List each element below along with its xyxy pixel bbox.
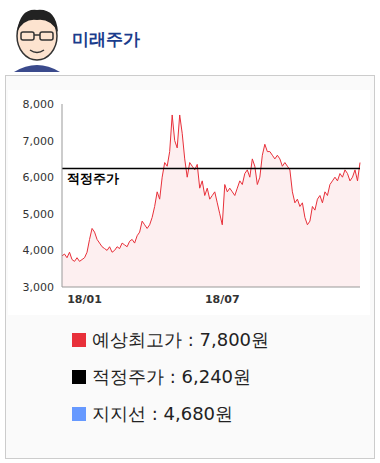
- svg-text:18/01: 18/01: [67, 293, 102, 306]
- svg-text:18/07: 18/07: [205, 293, 240, 306]
- svg-text:5,000: 5,000: [23, 208, 55, 221]
- svg-text:8,000: 8,000: [23, 98, 55, 111]
- svg-text:4,000: 4,000: [23, 244, 55, 257]
- html-text:예상최고가 : 7,800원: 예상최고가 : 7,800원: [92, 329, 269, 350]
- svg-text:3,000: 3,000: [23, 281, 55, 294]
- html-text:적정주가 : 6,240원: 적정주가 : 6,240원: [92, 366, 251, 387]
- svg-text:적정주가: 적정주가: [67, 171, 119, 186]
- svg-text:7,000: 7,000: [23, 135, 55, 148]
- svg-text:6,000: 6,000: [23, 171, 55, 184]
- html-text:미래주가: 미래주가: [72, 29, 140, 49]
- html-text:지지선 : 4,680원: 지지선 : 4,680원: [92, 403, 233, 424]
